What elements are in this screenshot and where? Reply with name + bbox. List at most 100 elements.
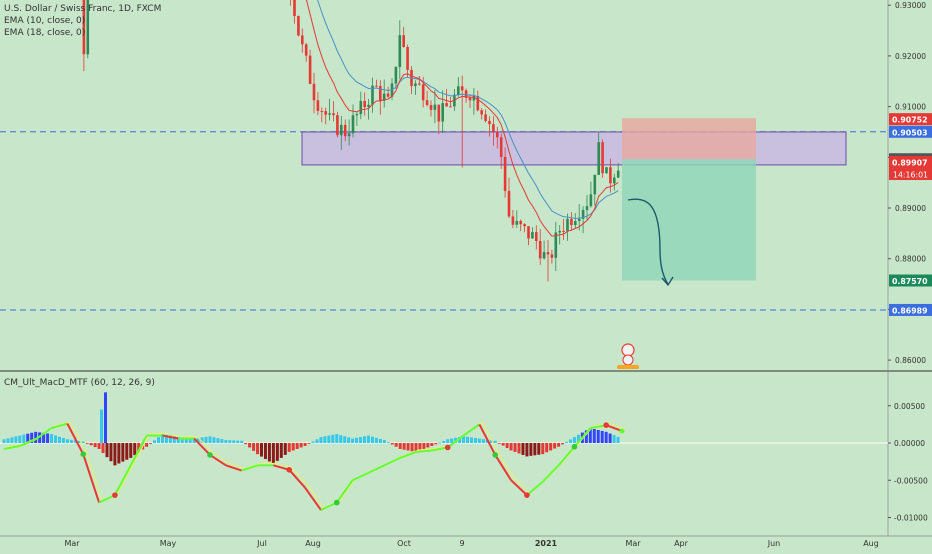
indicator-tick-label: -0.00500 xyxy=(894,476,928,485)
candle-body xyxy=(503,156,507,191)
indicator-tick-label: -0.01000 xyxy=(894,514,928,523)
macd-histogram-bar xyxy=(176,437,180,443)
macd-histogram-bar xyxy=(592,429,596,443)
macd-cross-dot xyxy=(603,422,609,428)
indicator-tick-label: 0.00500 xyxy=(894,402,925,411)
candle-body xyxy=(507,190,511,217)
macd-histogram-bar xyxy=(414,443,418,452)
macd-histogram-bar xyxy=(69,439,73,443)
macd-histogram-bar xyxy=(481,439,485,443)
ema-fast-legend[interactable]: EMA (10, close, 0) xyxy=(4,16,86,26)
macd-histogram-bar xyxy=(137,443,141,453)
macd-histogram-bar xyxy=(34,431,38,443)
time-tick-label: Mar xyxy=(64,539,80,548)
time-tick-label: Jun xyxy=(767,539,781,548)
projection-arrowhead xyxy=(661,276,674,287)
macd-line-segment xyxy=(415,449,432,453)
macd-line-segment xyxy=(3,444,21,450)
macd-histogram-bar xyxy=(497,443,501,444)
macd-histogram-bar xyxy=(18,435,22,443)
macd-histogram-bar xyxy=(224,440,228,443)
candle-body xyxy=(593,174,597,195)
candle-body xyxy=(312,83,316,101)
macd-histogram-bar xyxy=(50,434,54,443)
candle-body xyxy=(468,97,472,101)
macd-histogram-bar xyxy=(220,439,224,443)
symbol-title[interactable]: U.S. Dollar / Swiss Franc, 1D, FXCM xyxy=(4,4,162,14)
macd-histogram-bar xyxy=(521,443,525,455)
macd-histogram-bar xyxy=(232,440,236,443)
candle-body xyxy=(437,104,441,122)
macd-histogram-bar xyxy=(541,443,545,455)
macd-histogram-bar xyxy=(378,438,382,443)
macd-line-segment xyxy=(526,480,544,496)
time-tick-label: Aug xyxy=(305,539,321,548)
candle-body xyxy=(425,100,429,106)
macd-histogram-bar xyxy=(256,443,260,455)
macd-histogram-bar xyxy=(65,439,69,443)
macd-histogram-bar xyxy=(339,435,343,443)
macd-histogram-bar xyxy=(545,443,549,453)
macd-histogram-bar xyxy=(299,443,303,448)
ema-fast-line xyxy=(305,0,619,237)
macd-line-segment xyxy=(193,437,211,456)
macd-histogram-bar xyxy=(576,434,580,443)
candle-body xyxy=(538,241,542,259)
price-badge-last-bg xyxy=(889,156,932,169)
candle-body xyxy=(414,83,417,87)
candle-body xyxy=(324,111,327,115)
macd-cross-dot xyxy=(333,499,340,506)
macd-histogram-bar xyxy=(160,434,164,443)
macd-histogram-bar xyxy=(196,437,200,443)
macd-histogram-bar xyxy=(61,437,65,443)
projection-arrow xyxy=(627,198,669,285)
candle-body xyxy=(418,83,421,85)
indicator-title[interactable]: CM_Ult_MacD_MTF (60, 12, 26, 9) xyxy=(4,378,155,388)
candle-body xyxy=(581,209,585,219)
macd-histogram-bar xyxy=(430,443,434,446)
macd-histogram-bar xyxy=(513,443,517,452)
candle-body xyxy=(472,96,476,101)
macd-histogram-bar xyxy=(240,440,244,443)
macd-histogram-bar xyxy=(263,443,267,460)
candle-body xyxy=(484,114,487,121)
candle-body xyxy=(386,93,390,97)
candle-body xyxy=(535,232,538,242)
candle-body xyxy=(570,218,573,226)
macd-histogram-bar xyxy=(509,443,513,451)
macd-histogram-bar xyxy=(208,436,212,443)
ema-slow-legend[interactable]: EMA (18, close, 0) xyxy=(4,28,86,38)
macd-histogram-bar xyxy=(549,443,553,451)
macd-histogram-bar xyxy=(2,439,6,443)
candle-body xyxy=(546,252,550,255)
macd-histogram-bar xyxy=(612,435,616,443)
candle-body xyxy=(492,124,495,133)
macd-histogram-bar xyxy=(30,432,34,443)
macd-histogram-bar xyxy=(279,443,283,458)
candle-body xyxy=(519,220,522,225)
macd-histogram-bar xyxy=(438,442,442,444)
macd-histogram-bar xyxy=(307,443,311,444)
candle-body xyxy=(613,177,616,184)
candle-body xyxy=(375,85,378,87)
price-badge-stop: 0.90752 xyxy=(892,116,928,125)
macd-histogram-bar xyxy=(343,436,347,443)
price-badge-upper-level: 0.90503 xyxy=(892,128,928,137)
macd-histogram-bar xyxy=(271,443,275,464)
macd-line-segment xyxy=(209,454,227,467)
macd-histogram-bar xyxy=(525,443,529,457)
macd-histogram-bar xyxy=(426,443,430,448)
candle-body xyxy=(597,142,600,175)
macd-line-segment xyxy=(447,434,465,449)
main-legend: U.S. Dollar / Swiss Franc, 1D, FXCM EMA … xyxy=(4,3,161,39)
price-tick-label: 0.88000 xyxy=(895,255,926,264)
macd-cross-dot xyxy=(286,467,293,473)
macd-histogram-bar xyxy=(569,439,572,443)
ema-slow-line xyxy=(317,0,619,219)
macd-line-segment xyxy=(368,464,385,474)
macd-histogram-bar xyxy=(133,443,137,456)
macd-histogram-bar xyxy=(283,443,287,455)
candle-body xyxy=(332,113,335,116)
macd-line-segment xyxy=(335,479,354,504)
